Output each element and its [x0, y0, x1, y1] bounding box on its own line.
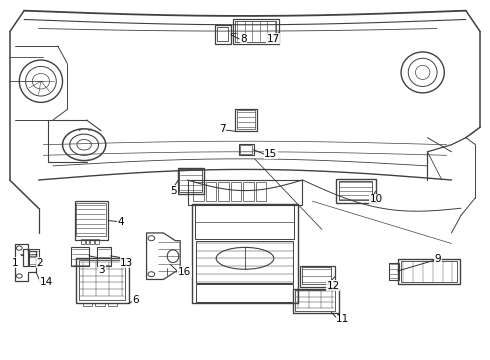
Text: 17: 17: [267, 34, 280, 44]
Text: 11: 11: [336, 314, 349, 324]
Bar: [300, 266, 335, 287]
Text: 13: 13: [120, 258, 133, 268]
Text: 14: 14: [40, 277, 53, 287]
Bar: [206, 182, 216, 201]
Text: 1: 1: [12, 258, 18, 268]
Bar: [215, 26, 231, 44]
Bar: [76, 203, 106, 237]
Bar: [196, 284, 293, 302]
Bar: [302, 267, 331, 284]
Text: 15: 15: [264, 149, 277, 158]
Bar: [196, 241, 293, 283]
Bar: [108, 303, 117, 306]
Bar: [398, 259, 460, 284]
Bar: [235, 109, 257, 131]
Text: 8: 8: [240, 34, 247, 44]
Bar: [293, 289, 339, 313]
Bar: [95, 303, 105, 306]
Text: 12: 12: [327, 281, 340, 291]
Text: 10: 10: [370, 194, 383, 204]
Bar: [295, 290, 335, 311]
Text: 3: 3: [98, 265, 105, 275]
Text: 5: 5: [171, 186, 177, 195]
Bar: [71, 247, 89, 266]
Bar: [95, 239, 99, 243]
Bar: [79, 260, 125, 300]
Bar: [178, 168, 204, 194]
Text: 7: 7: [219, 124, 226, 134]
Bar: [243, 182, 254, 201]
Text: 6: 6: [132, 295, 139, 305]
Bar: [389, 263, 399, 280]
Bar: [193, 182, 204, 201]
Bar: [339, 181, 372, 201]
Bar: [256, 182, 266, 201]
Bar: [237, 111, 255, 129]
Bar: [29, 249, 39, 266]
Text: 2: 2: [36, 258, 43, 268]
Bar: [86, 239, 89, 243]
Bar: [83, 303, 92, 306]
Bar: [188, 180, 302, 205]
Bar: [233, 19, 279, 44]
Bar: [179, 169, 202, 192]
Text: 16: 16: [178, 267, 191, 277]
Text: 9: 9: [435, 255, 441, 264]
Bar: [401, 261, 457, 282]
Bar: [97, 247, 111, 266]
Bar: [195, 206, 294, 239]
Bar: [76, 258, 129, 303]
Bar: [235, 21, 276, 42]
Bar: [239, 144, 254, 155]
Bar: [81, 239, 85, 243]
Bar: [336, 179, 376, 203]
Bar: [217, 27, 228, 41]
Bar: [231, 182, 241, 201]
Bar: [240, 145, 252, 154]
Bar: [90, 239, 94, 243]
Text: 4: 4: [118, 217, 124, 227]
Bar: [192, 204, 298, 303]
Bar: [218, 182, 229, 201]
Bar: [74, 201, 108, 240]
Bar: [23, 249, 28, 266]
